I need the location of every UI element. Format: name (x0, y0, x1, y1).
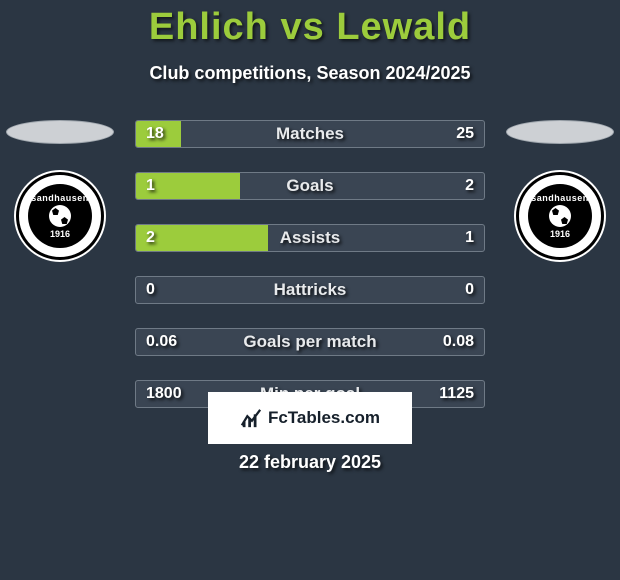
stat-row-matches: 18 Matches 25 (135, 120, 485, 148)
stat-row-assists: 2 Assists 1 (135, 224, 485, 252)
comparison-columns: sandhausen 1916 18 Matches 25 1 Goals 2 … (0, 120, 620, 408)
vs-separator: vs (280, 6, 324, 48)
stat-row-hattricks: 0 Hattricks 0 (135, 276, 485, 304)
stat-value-right: 1125 (439, 385, 474, 403)
stat-value-left: 2 (146, 229, 155, 247)
soccer-ball-icon (549, 205, 571, 227)
stat-label: Matches (276, 124, 344, 144)
chart-icon (240, 407, 262, 429)
player-right-name: Lewald (336, 6, 471, 48)
stat-value-left: 1800 (146, 385, 182, 403)
snapshot-date: 22 february 2025 (0, 452, 620, 473)
branding-text: FcTables.com (268, 408, 380, 428)
stat-label: Hattricks (274, 280, 347, 300)
stat-row-goals-per-match: 0.06 Goals per match 0.08 (135, 328, 485, 356)
stat-value-right: 25 (456, 125, 474, 143)
stat-value-left: 1 (146, 177, 155, 195)
stat-value-left: 0.06 (146, 333, 177, 351)
player-left-placeholder (6, 120, 114, 144)
stat-label: Assists (280, 228, 340, 248)
comparison-title: Ehlich vs Lewald (0, 0, 620, 49)
stat-label: Goals per match (243, 332, 376, 352)
club-right-year: 1916 (550, 229, 570, 239)
subtitle: Club competitions, Season 2024/2025 (0, 63, 620, 84)
stat-label: Goals (286, 176, 333, 196)
player-right-placeholder (506, 120, 614, 144)
stat-row-goals: 1 Goals 2 (135, 172, 485, 200)
club-badge-left: sandhausen 1916 (16, 172, 104, 260)
club-left-name: sandhausen (31, 193, 89, 203)
club-badge-right: sandhausen 1916 (516, 172, 604, 260)
stat-fill-left (136, 225, 268, 251)
branding-box: FcTables.com (208, 392, 412, 444)
stat-value-right: 2 (465, 177, 474, 195)
club-left-year: 1916 (50, 229, 70, 239)
stat-value-right: 0.08 (443, 333, 474, 351)
stat-value-left: 18 (146, 125, 164, 143)
soccer-ball-icon (49, 205, 71, 227)
stat-value-right: 0 (465, 281, 474, 299)
player-left-name: Ehlich (149, 6, 269, 48)
stat-value-right: 1 (465, 229, 474, 247)
club-right-name: sandhausen (531, 193, 589, 203)
stat-bars: 18 Matches 25 1 Goals 2 2 Assists 1 0 Ha… (135, 120, 485, 408)
left-side: sandhausen 1916 (0, 120, 120, 260)
stat-value-left: 0 (146, 281, 155, 299)
right-side: sandhausen 1916 (500, 120, 620, 260)
